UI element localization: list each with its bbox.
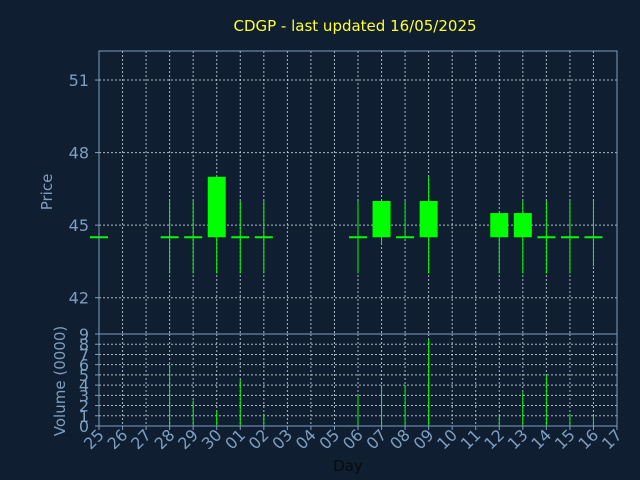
volume-tick-label: 9 (79, 325, 89, 344)
candle-body (207, 176, 226, 238)
volume-tick-label: 2 (79, 397, 89, 416)
candle-body (372, 200, 391, 238)
candle-body (490, 213, 509, 238)
price-candles (90, 176, 603, 274)
volume-tick-label: 1 (79, 407, 89, 426)
price-tick-label: 45 (69, 216, 89, 235)
volume-tick-label: 3 (79, 386, 89, 405)
volume-tick-label: 4 (79, 376, 89, 395)
price-tick-label: 48 (69, 144, 89, 163)
volume-tick-label: 6 (79, 356, 89, 375)
candle-body (513, 213, 532, 238)
volume-bars (169, 339, 594, 426)
volume-tick-label: 8 (79, 335, 89, 354)
volume-tick-label: 5 (79, 366, 89, 385)
price-tick-label: 42 (69, 289, 89, 308)
x-tick-label: 17 (598, 425, 626, 453)
x-axis: 2526272829300102030405060708091011121314… (80, 425, 626, 453)
volume-axis-label: Volume (0000) (51, 326, 69, 436)
candle-body (419, 200, 438, 238)
price-axis-label: Price (38, 174, 56, 211)
price-axis: 42 45 48 51 (69, 71, 99, 308)
x-axis-label: Day (333, 457, 363, 475)
volume-tick-label: 7 (79, 345, 89, 364)
chart-title: CDGP - last updated 16/05/2025 (233, 17, 476, 35)
price-grid (98, 51, 618, 334)
price-tick-label: 51 (69, 71, 89, 90)
volume-tick-label: 0 (79, 417, 89, 436)
